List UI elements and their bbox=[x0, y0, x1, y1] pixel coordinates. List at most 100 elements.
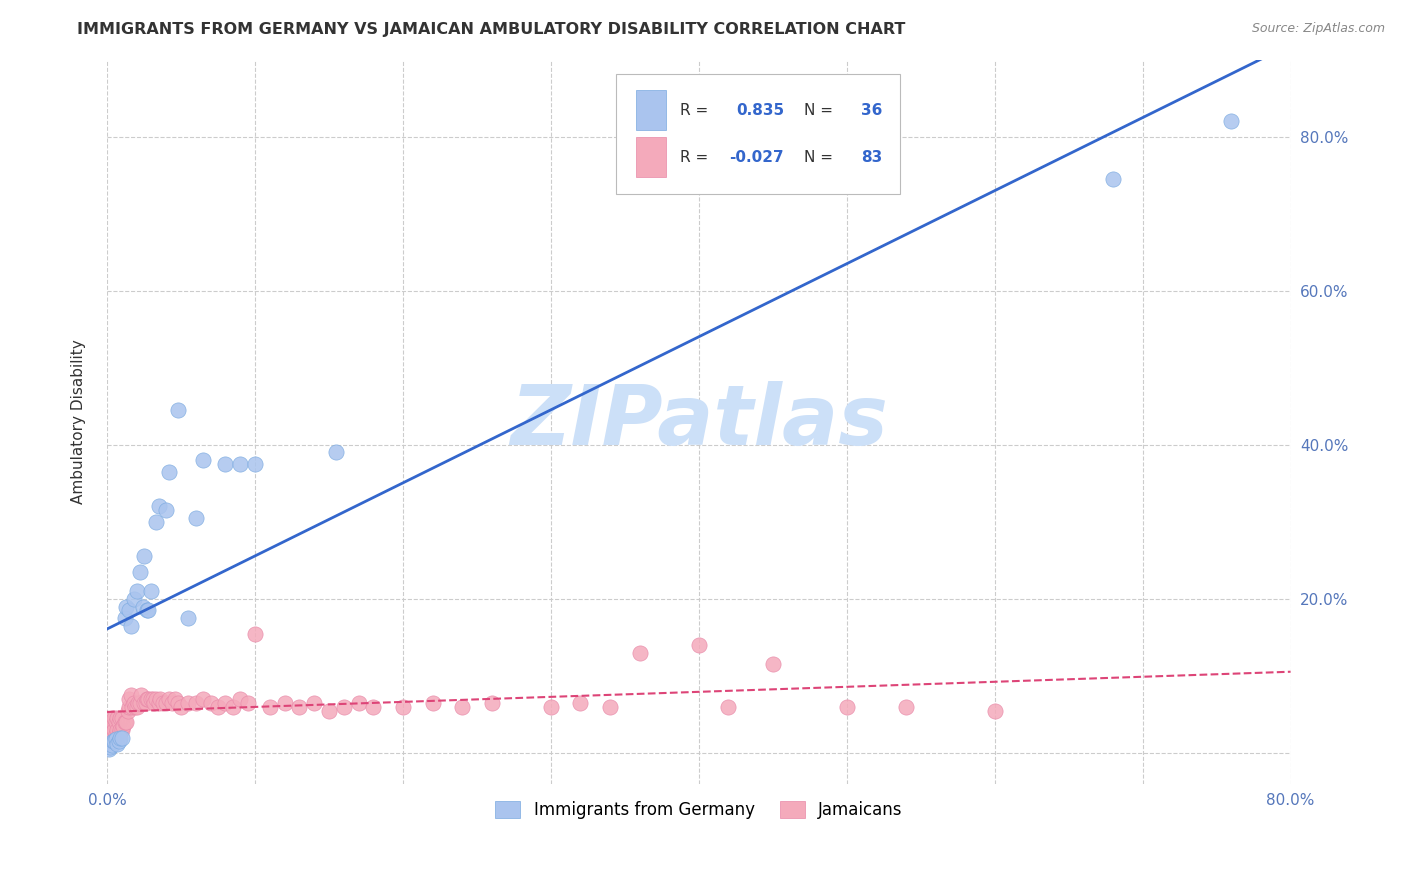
Point bbox=[98, 739, 121, 754]
Point bbox=[184, 511, 207, 525]
Point bbox=[207, 699, 229, 714]
Point bbox=[894, 699, 917, 714]
Point bbox=[141, 584, 163, 599]
Point bbox=[835, 699, 858, 714]
Point bbox=[107, 711, 129, 725]
Point bbox=[177, 696, 200, 710]
Point bbox=[104, 732, 127, 747]
Point bbox=[100, 723, 122, 737]
Point bbox=[259, 699, 281, 714]
Text: R =: R = bbox=[681, 150, 713, 165]
Point bbox=[184, 696, 207, 710]
Point bbox=[983, 704, 1005, 718]
Point bbox=[540, 699, 562, 714]
Point bbox=[107, 723, 129, 737]
Point bbox=[145, 515, 167, 529]
Point bbox=[451, 699, 474, 714]
Point bbox=[599, 699, 621, 714]
Point bbox=[124, 699, 146, 714]
Text: -0.027: -0.027 bbox=[730, 150, 785, 165]
Point bbox=[103, 734, 125, 748]
Point bbox=[110, 731, 132, 745]
Point bbox=[392, 699, 415, 714]
Point bbox=[111, 731, 134, 745]
Text: N =: N = bbox=[804, 150, 838, 165]
Text: 0.835: 0.835 bbox=[737, 103, 785, 118]
Point bbox=[138, 692, 160, 706]
Point bbox=[193, 692, 215, 706]
Point bbox=[100, 738, 122, 752]
Point bbox=[193, 453, 215, 467]
Point bbox=[108, 715, 131, 730]
Point bbox=[200, 696, 222, 710]
FancyBboxPatch shape bbox=[616, 74, 900, 194]
Point bbox=[628, 646, 651, 660]
Point bbox=[132, 549, 155, 564]
Point bbox=[101, 715, 124, 730]
Point bbox=[112, 719, 135, 733]
Point bbox=[149, 692, 172, 706]
Point bbox=[333, 699, 356, 714]
Point bbox=[288, 699, 311, 714]
Point bbox=[122, 696, 145, 710]
Point bbox=[111, 711, 134, 725]
Point bbox=[148, 500, 170, 514]
Text: Source: ZipAtlas.com: Source: ZipAtlas.com bbox=[1251, 22, 1385, 36]
Point bbox=[145, 692, 167, 706]
Point bbox=[481, 696, 503, 710]
Point bbox=[114, 611, 136, 625]
Point bbox=[120, 688, 142, 702]
Point bbox=[121, 699, 143, 714]
Point bbox=[318, 704, 340, 718]
Point bbox=[717, 699, 740, 714]
Point bbox=[131, 599, 153, 614]
Point bbox=[325, 445, 347, 459]
Point bbox=[132, 696, 155, 710]
FancyBboxPatch shape bbox=[636, 137, 665, 178]
Point bbox=[98, 715, 121, 730]
Point bbox=[125, 584, 148, 599]
Point bbox=[97, 731, 120, 745]
Point bbox=[97, 719, 120, 733]
Point bbox=[177, 611, 200, 625]
Point bbox=[125, 699, 148, 714]
Point bbox=[229, 692, 252, 706]
Point bbox=[98, 726, 121, 740]
Point bbox=[135, 696, 157, 710]
Point bbox=[136, 603, 159, 617]
Point bbox=[101, 726, 124, 740]
Point bbox=[222, 699, 245, 714]
Text: N =: N = bbox=[804, 103, 838, 118]
Point bbox=[115, 715, 138, 730]
Point bbox=[103, 711, 125, 725]
Point bbox=[229, 457, 252, 471]
Point bbox=[108, 734, 131, 748]
Point bbox=[118, 603, 141, 617]
Point bbox=[155, 503, 177, 517]
Point bbox=[243, 626, 266, 640]
Point bbox=[214, 457, 236, 471]
Point bbox=[762, 657, 785, 672]
Point bbox=[302, 696, 325, 710]
Point bbox=[422, 696, 444, 710]
Text: 36: 36 bbox=[860, 103, 883, 118]
Point bbox=[141, 692, 163, 706]
Point bbox=[114, 715, 136, 730]
Point bbox=[160, 696, 183, 710]
Point bbox=[118, 699, 141, 714]
Point bbox=[157, 465, 180, 479]
Text: 83: 83 bbox=[860, 150, 882, 165]
Point bbox=[118, 692, 141, 706]
Point bbox=[136, 692, 159, 706]
Point bbox=[129, 688, 152, 702]
Point bbox=[122, 591, 145, 606]
Point bbox=[214, 696, 236, 710]
Point bbox=[100, 711, 122, 725]
Point bbox=[167, 696, 190, 710]
Point bbox=[243, 457, 266, 471]
Point bbox=[128, 565, 150, 579]
FancyBboxPatch shape bbox=[636, 90, 665, 130]
Y-axis label: Ambulatory Disability: Ambulatory Disability bbox=[72, 339, 86, 504]
Point bbox=[101, 734, 124, 748]
Point bbox=[1220, 114, 1243, 128]
